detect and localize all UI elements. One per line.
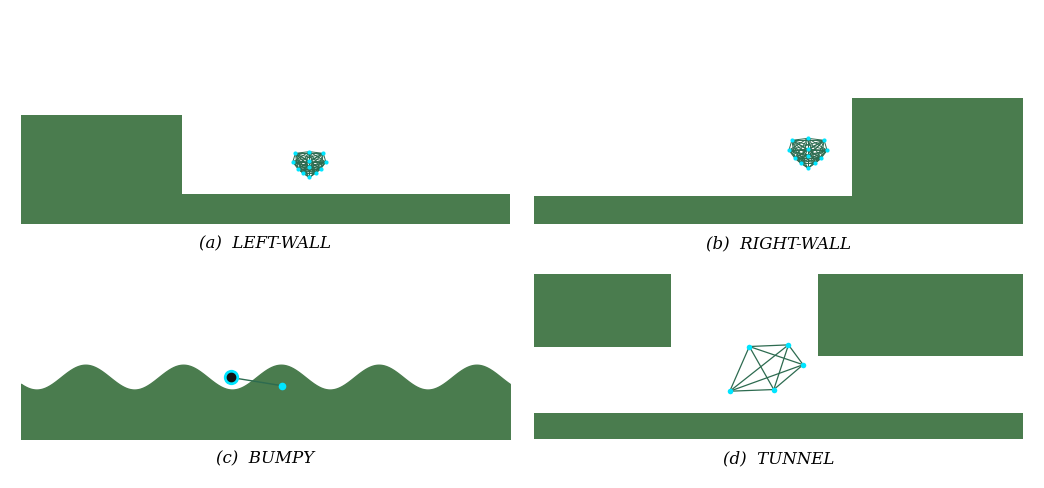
Text: (b)  RIGHT-WALL: (b) RIGHT-WALL [706, 236, 851, 253]
Bar [535, 196, 852, 224]
Bar [21, 115, 183, 224]
Bar [852, 98, 1023, 224]
Text: (c)  BUMPY: (c) BUMPY [216, 451, 314, 468]
Bar [535, 274, 671, 346]
Bar [183, 194, 509, 224]
Bar [817, 274, 1023, 356]
Text: (a)  LEFT-WALL: (a) LEFT-WALL [199, 236, 331, 253]
Bar [535, 413, 1023, 439]
Text: (d)  TUNNEL: (d) TUNNEL [723, 451, 834, 468]
